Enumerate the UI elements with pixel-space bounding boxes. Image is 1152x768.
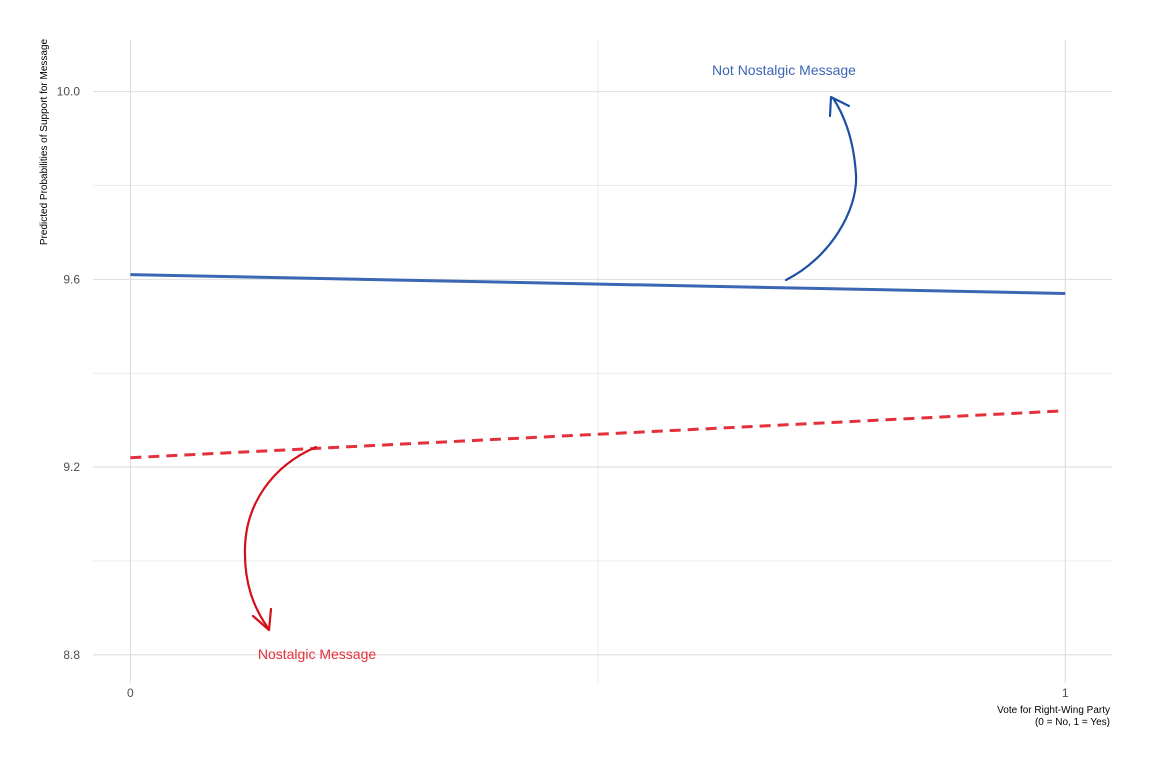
tick-labels: 8.8 9.2 9.6 10.0 0 1 [57, 85, 1069, 700]
series-lines [130, 273, 1066, 460]
x-tick-label: 0 [127, 686, 134, 700]
x-axis-title-line1: Vote for Right-Wing Party [997, 705, 1110, 716]
not-nostalgic-message-label: Not Nostalgic Message [712, 62, 856, 78]
grid-lines [93, 40, 1112, 683]
y-tick-label: 9.2 [63, 460, 80, 474]
nostalgic-arrow-curve [243, 445, 318, 630]
y-tick-label: 9.6 [63, 272, 80, 286]
not-nostalgic-arrowhead [828, 95, 851, 118]
not-nostalgic-arrow-curve [784, 96, 858, 282]
x-axis-title-line2: (0 = No, 1 = Yes) [1035, 717, 1110, 728]
nostalgic-arrowhead [251, 607, 273, 632]
nostalgic-message-line [130, 409, 1066, 460]
y-tick-label: 8.8 [63, 648, 80, 662]
x-tick-label: 1 [1062, 686, 1069, 700]
y-tick-label: 10.0 [57, 85, 81, 99]
annotations: Not Nostalgic Message Nostalgic Message [243, 62, 858, 662]
nostalgic-message-label: Nostalgic Message [258, 646, 376, 662]
not-nostalgic-message-line [130, 273, 1066, 295]
y-axis-title: Predicted Probabilities of Support for M… [39, 38, 50, 245]
